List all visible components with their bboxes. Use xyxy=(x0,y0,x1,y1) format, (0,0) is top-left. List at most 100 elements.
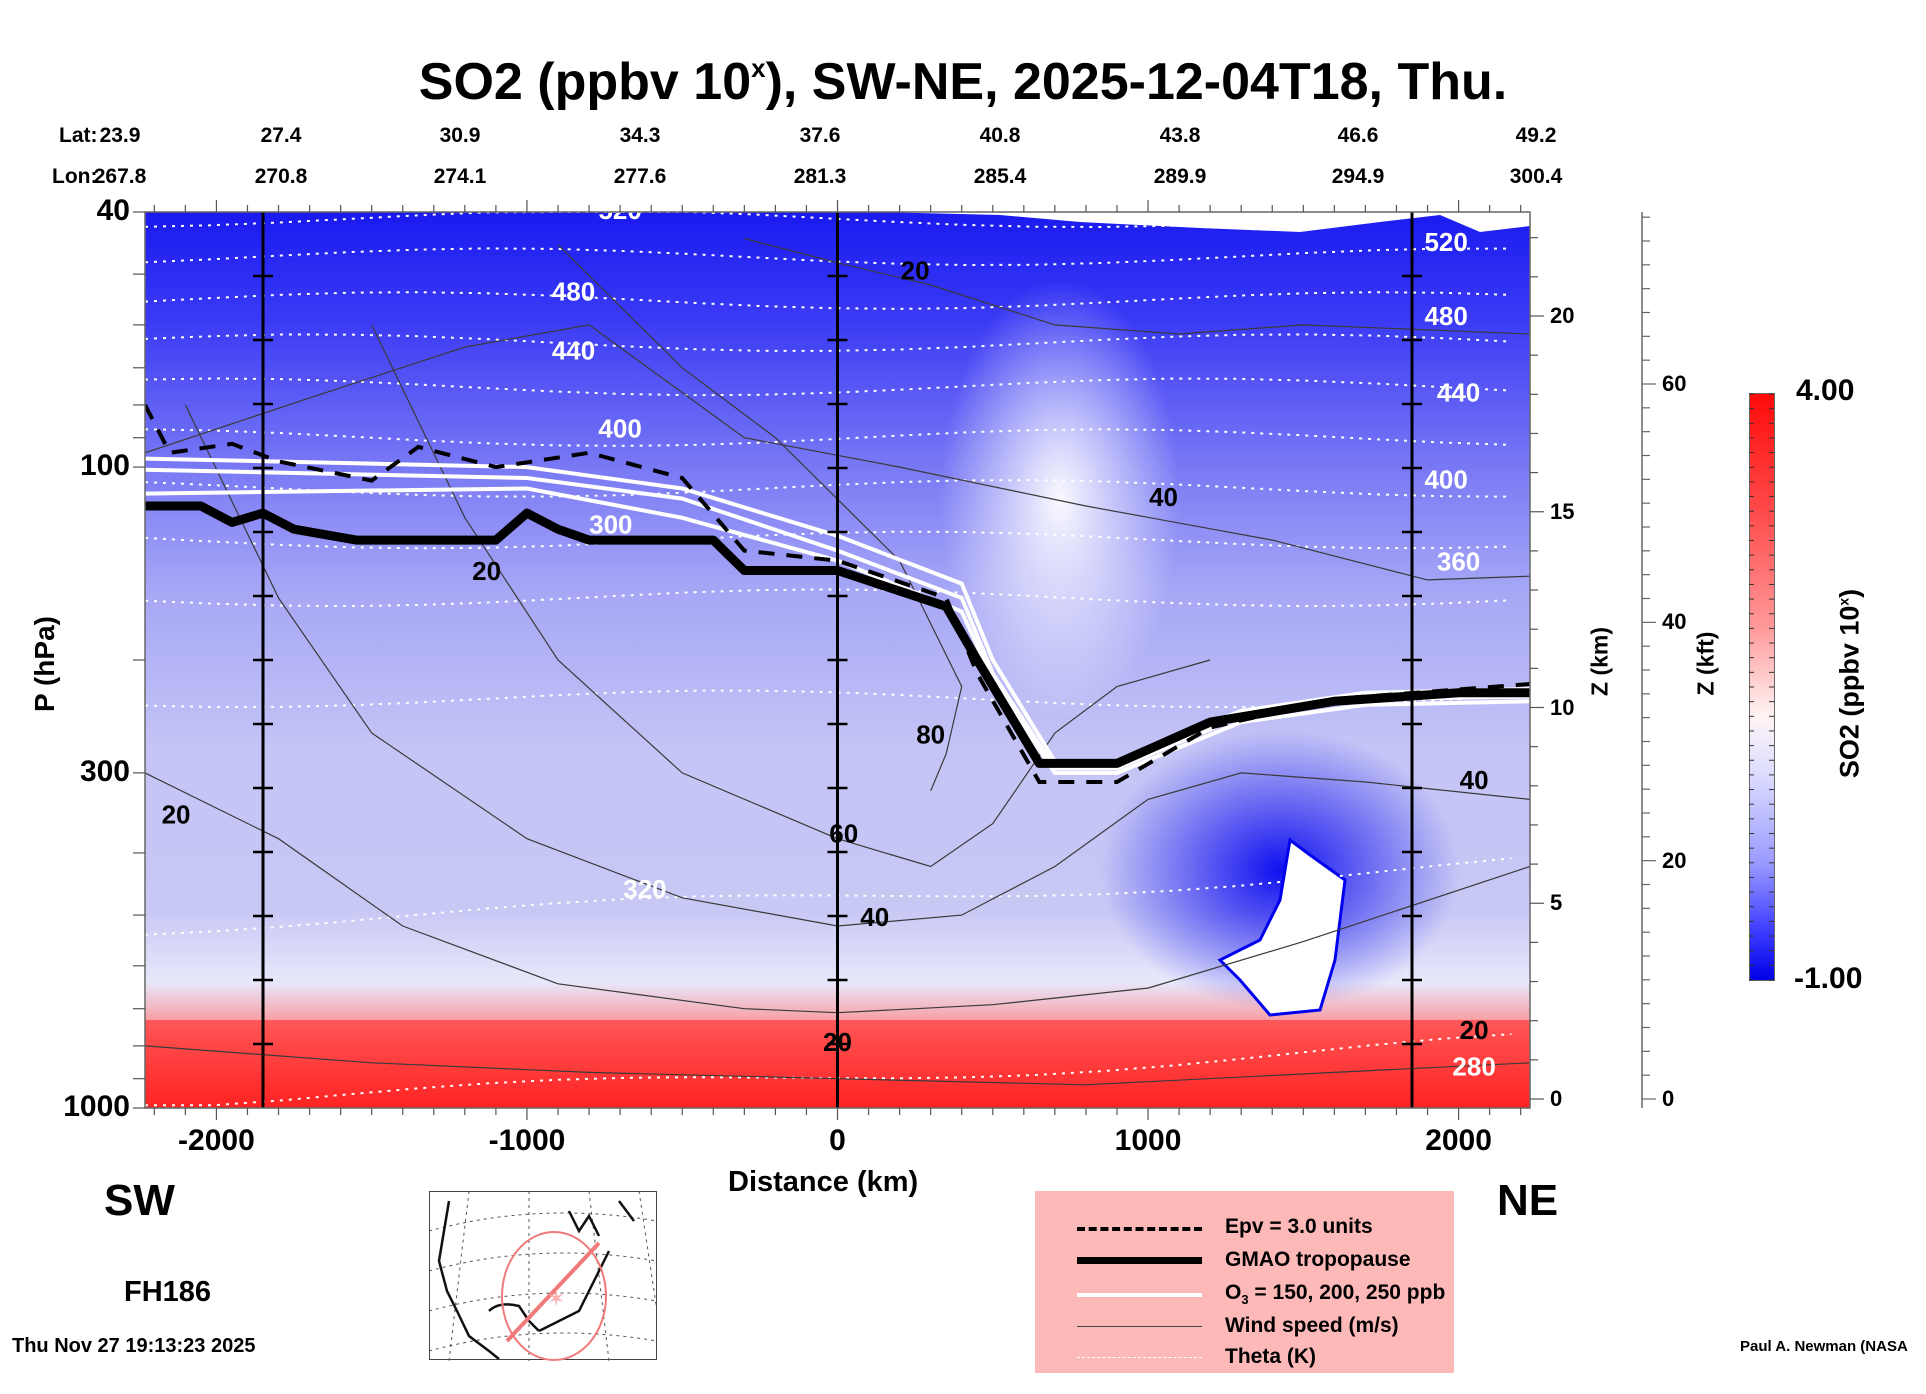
wind-speed-label: 20 xyxy=(1460,1015,1489,1045)
ne-label: NE xyxy=(1497,1176,1559,1225)
legend-ozone-label-sub: 3 xyxy=(1241,1292,1249,1308)
legend-epv-swatch xyxy=(1077,1227,1202,1231)
so2-low-region xyxy=(1100,730,1460,1010)
wind-contour-line xyxy=(145,324,1530,581)
theta-contour-line xyxy=(145,530,1512,550)
wind-labels: 20 40 80 60 40 20 20 40 20 20 xyxy=(162,256,1489,1057)
theta-label: 520 xyxy=(598,195,641,225)
y-tick-label: 300 xyxy=(79,754,130,788)
colorbar-title-suffix: ) xyxy=(1834,588,1865,598)
legend-item-theta: Theta (K) xyxy=(1035,1341,1454,1375)
lat-value: 27.4 xyxy=(260,124,302,147)
wind-speed-label: 80 xyxy=(916,720,945,750)
lat-value: 37.6 xyxy=(799,124,841,147)
top-mask xyxy=(145,212,1530,232)
legend-ozone-swatch xyxy=(1077,1293,1202,1297)
theta-contour-line xyxy=(145,857,1512,936)
inset-map: ✶ xyxy=(429,1191,657,1361)
theta-label: 440 xyxy=(1437,377,1480,407)
lon-value: 267.8 xyxy=(93,165,147,188)
theta-label: 280 xyxy=(1452,1052,1495,1082)
plot-timestamp: Thu Nov 27 19:13:23 2025 xyxy=(12,1335,256,1357)
z-kft-axis xyxy=(1641,212,1656,1108)
legend-ozone-label: O3 = 150, 200, 250 ppb xyxy=(1225,1281,1445,1307)
theta-contour-line xyxy=(145,212,1512,229)
y-tick-label: 1000 xyxy=(63,1090,130,1123)
lat-value: 34.3 xyxy=(619,124,661,147)
map-range-circle xyxy=(501,1231,607,1361)
x-tick-label: 1000 xyxy=(1114,1124,1182,1157)
theta-label: 520 xyxy=(1424,227,1467,257)
colorbar-title-sup: x xyxy=(1835,597,1852,606)
map-center-star-icon: ✶ xyxy=(547,1287,565,1312)
colorbar-title: SO2 (ppbv 10x) xyxy=(1835,534,1866,834)
position-marker-lines xyxy=(253,212,1422,1108)
legend-item-epv: Epv = 3.0 units xyxy=(1035,1211,1454,1245)
legend-item-wind: Wind speed (m/s) xyxy=(1035,1310,1454,1344)
legend-tropopause-label: GMAO tropopause xyxy=(1225,1248,1411,1271)
z-km-tick-label: 0 xyxy=(1550,1086,1563,1111)
theta-label: 400 xyxy=(1424,464,1467,494)
z-kft-tick-label: 40 xyxy=(1662,609,1687,635)
theta-contour-line xyxy=(145,377,1512,397)
wind-speed-label: 40 xyxy=(860,902,889,932)
z-kft-axis-label: Z (kft) xyxy=(1692,631,1719,696)
x-tick-label: -2000 xyxy=(178,1124,255,1157)
lat-value: 46.6 xyxy=(1337,124,1379,147)
wind-speed-label: 60 xyxy=(829,818,858,848)
plot-area: 520 480 440 400 360 320 300 520 480 440 400 280 20 4… xyxy=(145,195,1530,1108)
x-tick-label: 2000 xyxy=(1425,1124,1492,1157)
legend-ozone-label-post: = 150, 200, 250 ppb xyxy=(1248,1281,1446,1304)
chart-title-sup: x xyxy=(751,52,766,83)
theta-contour-line xyxy=(145,333,1512,352)
lat-value: 43.8 xyxy=(1159,124,1201,147)
theta-label: 480 xyxy=(1424,301,1467,331)
z-kft-tick-label: 0 xyxy=(1662,1086,1675,1111)
theta-contour-line xyxy=(145,291,1512,310)
y-axis-label: P (hPa) xyxy=(29,616,60,712)
theta-label: 360 xyxy=(1437,546,1480,576)
wind-speed-label: 40 xyxy=(1149,482,1178,512)
x-tick-label: 0 xyxy=(829,1124,846,1157)
x-axis-label: Distance (km) xyxy=(728,1166,919,1198)
lon-value: 289.9 xyxy=(1153,165,1207,188)
theta-label: 300 xyxy=(589,510,632,540)
lon-value: 285.4 xyxy=(973,165,1027,188)
map-frame xyxy=(429,1191,657,1360)
theta-labels: 520 480 440 400 360 320 300 520 480 440 400 280 xyxy=(552,195,1496,1082)
theta-contour-line xyxy=(145,428,1512,447)
z-km-tick-label: 15 xyxy=(1550,498,1575,524)
wind-speed-label: 40 xyxy=(1460,765,1489,795)
lon-value: 277.6 xyxy=(613,165,667,188)
colorbar-max-label: 4.00 xyxy=(1796,374,1855,407)
z-kft-tick-label: 60 xyxy=(1662,371,1687,396)
wind-speed-label: 20 xyxy=(901,256,930,286)
theta-label: 400 xyxy=(598,414,641,444)
lat-value: 40.8 xyxy=(979,124,1021,147)
colorbar-ticks xyxy=(1749,393,1774,981)
wind-speed-label: 20 xyxy=(472,556,501,586)
theta-contour-line xyxy=(145,689,1512,709)
z-kft-tick-label: 20 xyxy=(1662,847,1687,873)
chart-title-main: SO2 (ppbv 10 xyxy=(418,53,752,111)
y-tick-label: 100 xyxy=(79,449,130,483)
theta-contour-line xyxy=(145,588,1512,608)
wind-speed-label: 20 xyxy=(823,1027,852,1057)
tropopause-line xyxy=(145,501,1530,768)
legend-wind-label: Wind speed (m/s) xyxy=(1225,1314,1399,1337)
lon-value: 274.1 xyxy=(433,165,487,188)
ozone-contour-line xyxy=(145,456,1530,764)
x-axis-ticks xyxy=(153,200,1522,1120)
lon-value: 281.3 xyxy=(793,165,847,188)
legend-theta-label: Theta (K) xyxy=(1225,1345,1316,1368)
map-coastlines xyxy=(437,1200,635,1360)
forecast-hour-label: FH186 xyxy=(124,1276,212,1308)
legend-theta-swatch xyxy=(1077,1357,1202,1358)
legend-item-tropopause: GMAO tropopause xyxy=(1035,1244,1454,1278)
lon-value: 294.9 xyxy=(1331,165,1385,188)
lon-row: Lon: 267.8 270.8 274.1 277.6 281.3 285.4 289.9… xyxy=(0,165,1926,191)
z-km-tick-label: 10 xyxy=(1550,694,1575,720)
legend-epv-label: Epv = 3.0 units xyxy=(1225,1215,1373,1238)
legend-ozone-label-pre: O xyxy=(1225,1281,1242,1304)
